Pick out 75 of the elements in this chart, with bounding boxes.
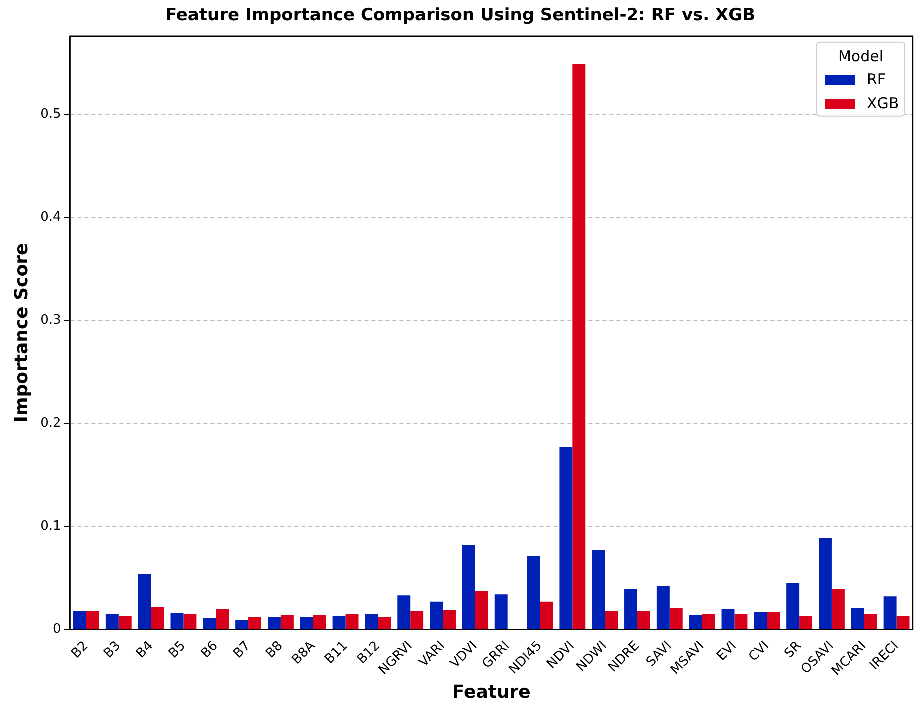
x-tick-label: B2 [68,638,92,662]
bar [475,592,488,630]
bar [313,615,326,630]
bar [702,614,716,630]
bar [572,64,586,630]
y-axis-title: Importance Score [11,243,32,423]
bar [216,609,230,630]
x-tick-label: B4 [134,638,157,662]
bar [637,611,650,630]
y-tick-label: 0.3 [40,313,62,328]
bar [722,609,735,630]
y-tick-label: 0.5 [40,107,62,122]
bar [184,614,197,630]
bar [592,550,606,630]
bar [151,606,164,630]
bar [884,596,897,630]
bar [138,574,152,630]
bar [734,614,748,630]
x-tick-label: SR [782,638,805,662]
y-tick-label: 0.2 [40,416,62,432]
bar [203,618,216,630]
bar [398,596,411,630]
bar [410,611,424,630]
bar [378,617,392,630]
bar [767,612,780,630]
x-axis-title: Feature [452,682,531,703]
bar [605,611,618,630]
bar [462,545,476,630]
legend-label: XGB [867,94,900,112]
x-tick-label: CVI [746,638,772,665]
bar [832,589,845,630]
bar [540,602,554,630]
bar [170,613,184,630]
bar [656,586,670,630]
bar [236,620,249,630]
bar [74,611,86,630]
y-tick-label: 0.4 [40,210,62,226]
x-tick-label: B6 [198,638,222,662]
bar [430,602,444,630]
bar [896,616,910,630]
x-tick-label: B7 [230,638,254,662]
bar [106,614,119,630]
x-tick-label: B11 [322,638,351,668]
bar [346,614,359,630]
bar [670,608,683,630]
x-tick-label: B3 [101,638,124,662]
bar [268,617,281,630]
legend-label: RF [867,70,886,88]
bar [624,589,638,630]
bar [800,616,813,630]
bar [86,611,100,630]
bar [365,614,378,630]
bar [819,538,832,630]
bar [560,447,573,630]
x-tick-label: B8 [263,638,286,662]
bar [689,615,702,630]
bar [851,608,864,630]
legend-title: Model [838,47,884,66]
bar [280,615,294,630]
bar [332,616,346,630]
chart-title: Feature Importance Comparison Using Sentinel-2: RF vs. XGB [165,6,756,26]
x-tick-label: B5 [166,638,189,662]
bar [494,594,508,630]
bar [118,616,132,630]
y-tick-label: 0 [52,622,62,638]
y-tick-label: 0.1 [40,519,62,534]
x-tick-label: B8A [290,638,319,668]
bar [443,610,456,630]
bar [864,614,878,630]
bar [786,583,800,630]
x-tick-label: EVI [714,638,740,664]
bar [300,617,314,630]
bar [754,612,768,630]
bar [248,617,262,630]
bar [527,556,540,630]
